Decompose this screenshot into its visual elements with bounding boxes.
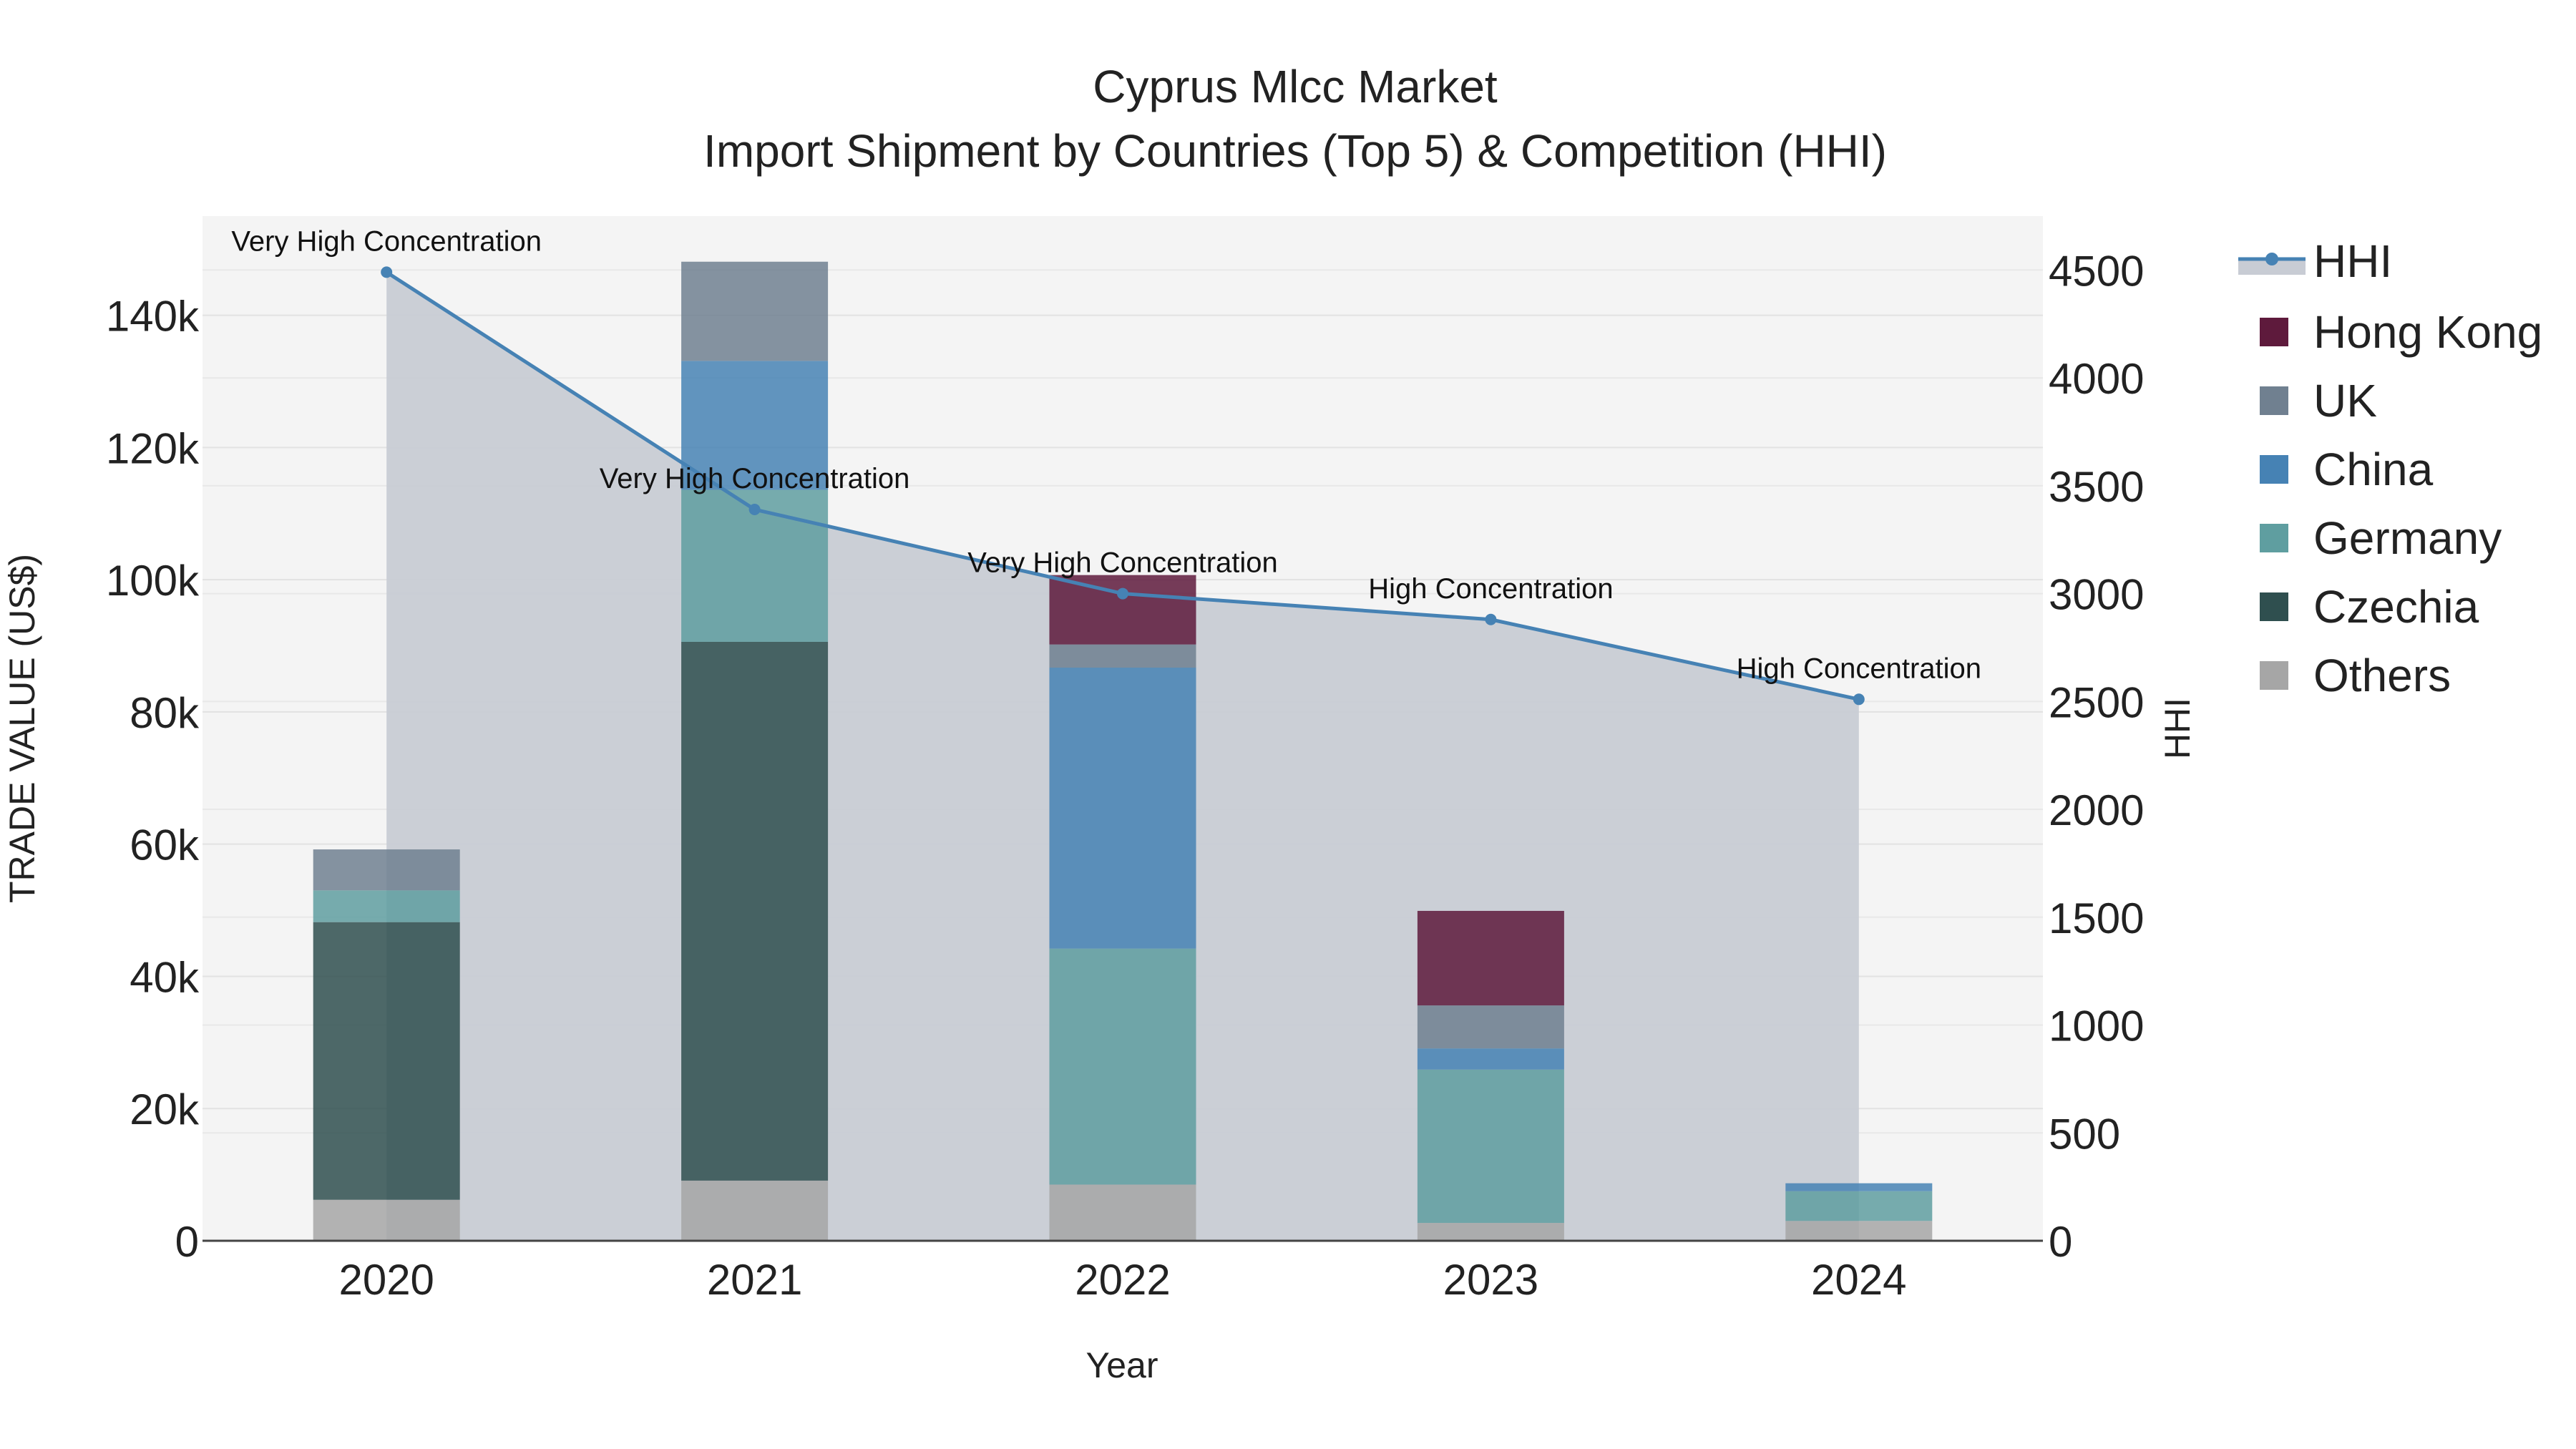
bar-czechia-2020: [313, 922, 460, 1200]
legend-uk-swatch: [2260, 386, 2288, 415]
y2-tick-label-6: 3000: [2049, 571, 2144, 619]
y-tick-label-7: 140k: [106, 293, 200, 341]
y-tick-label-0: 0: [175, 1218, 199, 1266]
legend-czechia-label: Czechia: [2313, 581, 2479, 633]
y-axis-ticks: 0 20k 40k 60k 80k 100k 120k 140k: [106, 293, 200, 1266]
hhi-point-2024: [1853, 693, 1865, 706]
bar-china-2022: [1049, 668, 1196, 949]
x-tick-label-2021: 2021: [707, 1256, 802, 1304]
hhi-annotation-2021: Very High Concentration: [600, 463, 910, 494]
bar-uk-2023: [1417, 1005, 1564, 1049]
y-tick-label-2: 40k: [130, 953, 200, 1001]
y2-tick-label-4: 2000: [2049, 786, 2144, 834]
y2-tick-label-8: 4000: [2049, 355, 2144, 403]
hhi-point-2021: [748, 504, 761, 516]
legend-hhi-swatch-area: [2238, 259, 2306, 275]
y-tick-label-3: 60k: [130, 821, 200, 869]
bar-germany-2020: [313, 890, 460, 922]
x-tick-label-2020: 2020: [338, 1256, 434, 1304]
bar-others-2021: [681, 1180, 829, 1241]
x-tick-label-2022: 2022: [1075, 1256, 1170, 1304]
x-tick-label-2024: 2024: [1811, 1256, 1906, 1304]
legend-hong-kong-swatch: [2260, 318, 2288, 346]
bar-germany-2024: [1785, 1191, 1933, 1221]
y2-axis-label: HHI: [2157, 698, 2197, 759]
hhi-point-2020: [381, 266, 393, 278]
chart-title: Cyprus Mlcc Market: [1093, 61, 1498, 112]
legend-others-swatch: [2260, 661, 2288, 690]
y-axis-label: TRADE VALUE (US$): [2, 554, 42, 903]
legend-czechia-swatch: [2260, 592, 2288, 621]
x-axis-label: Year: [1085, 1345, 1158, 1385]
hhi-point-2023: [1485, 613, 1497, 625]
y-tick-label-1: 20k: [130, 1085, 200, 1133]
bar-others-2022: [1049, 1184, 1196, 1241]
bar-uk-2020: [313, 849, 460, 891]
bar-germany-2023: [1417, 1069, 1564, 1224]
legend-uk-label: UK: [2313, 375, 2377, 426]
y-tick-label-4: 80k: [130, 689, 200, 737]
bar-others-2020: [313, 1199, 460, 1241]
bar-china-2024: [1785, 1183, 1933, 1191]
legend-germany-swatch: [2260, 524, 2288, 552]
bars: [313, 261, 1933, 1241]
bar-hong-kong-2023: [1417, 910, 1564, 1006]
chart-subtitle: Import Shipment by Countries (Top 5) & C…: [703, 125, 1887, 177]
hhi-annotation-2024: High Concentration: [1737, 653, 1981, 684]
legend: HHI Hong Kong UK China Germany Czechia Others: [2238, 235, 2542, 701]
legend-hong-kong-label: Hong Kong: [2313, 306, 2542, 358]
legend-china-swatch: [2260, 455, 2288, 484]
legend-hhi-label: HHI: [2313, 235, 2392, 287]
hhi-annotation-2023: High Concentration: [1368, 573, 1613, 605]
x-tick-label-2023: 2023: [1443, 1256, 1538, 1304]
bar-uk-2022: [1049, 644, 1196, 668]
legend-hhi-swatch-marker: [2265, 253, 2278, 265]
bar-germany-2022: [1049, 948, 1196, 1185]
y-tick-label-5: 100k: [106, 557, 200, 605]
legend-others-label: Others: [2313, 650, 2451, 701]
hhi-line-layer: Very High Concentration Very High Concent…: [231, 225, 1981, 706]
y2-tick-label-1: 500: [2049, 1110, 2120, 1158]
legend-china-label: China: [2313, 444, 2434, 495]
y2-tick-label-0: 0: [2049, 1218, 2072, 1266]
bar-others-2024: [1785, 1221, 1933, 1241]
bar-others-2023: [1417, 1223, 1564, 1241]
y2-tick-label-7: 3500: [2049, 463, 2144, 511]
y2-tick-label-3: 1500: [2049, 894, 2144, 942]
bar-czechia-2021: [681, 641, 829, 1181]
y2-tick-label-5: 2500: [2049, 678, 2144, 726]
hhi-annotation-2022: Very High Concentration: [967, 547, 1278, 579]
bar-hong-kong-2022: [1049, 575, 1196, 645]
y-tick-label-6: 120k: [106, 424, 200, 472]
x-axis-ticks: 2020 2021 2022 2023 2024: [338, 1256, 1906, 1304]
y2-tick-label-9: 4500: [2049, 247, 2144, 295]
y2-axis-ticks: 0 500 1000 1500 2000 2500 3000 3500 4000 4500: [2049, 247, 2144, 1266]
bar-uk-2021: [681, 261, 829, 361]
hhi-point-2022: [1117, 587, 1128, 600]
hhi-annotation-2020: Very High Concentration: [231, 225, 542, 257]
legend-germany-label: Germany: [2313, 512, 2502, 564]
bar-china-2021: [681, 361, 829, 490]
y2-tick-label-2: 1000: [2049, 1002, 2144, 1050]
bar-china-2023: [1417, 1048, 1564, 1070]
